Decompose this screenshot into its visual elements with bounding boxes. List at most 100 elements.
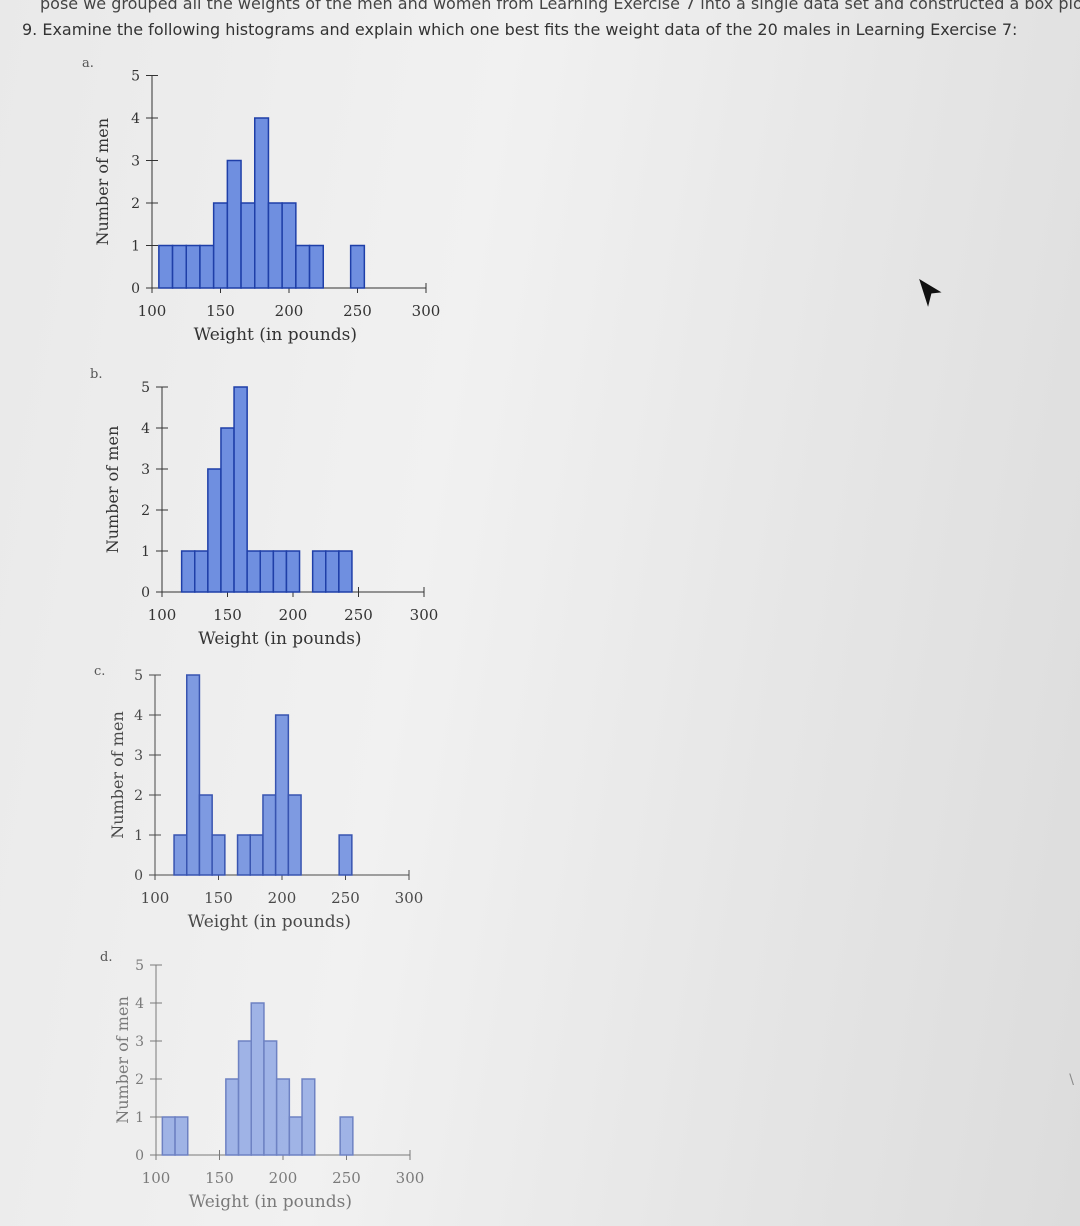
histogram-bar bbox=[198, 794, 213, 876]
histogram-bar bbox=[311, 550, 327, 593]
x-tick-label: 300 bbox=[395, 889, 424, 907]
mouse-pointer-icon bbox=[919, 278, 942, 307]
histogram-bar bbox=[199, 244, 215, 289]
x-tick-label: 150 bbox=[213, 606, 242, 624]
y-tick-label: 5 bbox=[135, 958, 144, 974]
histogram-a: 0 1 2 3 4 5 100 150 200 250 300 Weight (in pounds) N… bbox=[93, 69, 441, 346]
x-tick-label: 100 bbox=[138, 302, 167, 320]
y-tick-label: 5 bbox=[134, 668, 143, 684]
y-tick-label: 4 bbox=[134, 708, 143, 724]
histogram-bar bbox=[295, 244, 311, 289]
histogram-bar bbox=[263, 1040, 278, 1156]
histogram-bar bbox=[339, 1116, 354, 1156]
x-tick-label: 300 bbox=[412, 302, 441, 320]
histogram-bar bbox=[171, 244, 188, 289]
histogram-bar bbox=[237, 1040, 253, 1156]
y-tick-label: 3 bbox=[134, 748, 143, 764]
histogram-bar bbox=[338, 834, 353, 876]
x-tick-label: 200 bbox=[279, 606, 308, 624]
x-tick-label: 300 bbox=[396, 1169, 425, 1187]
histogram-bar bbox=[246, 550, 261, 593]
histogram-bar bbox=[225, 1078, 240, 1156]
histogram-bar bbox=[240, 202, 256, 289]
histogram-bar bbox=[226, 159, 242, 289]
x-axis-title: Weight (in pounds) bbox=[194, 325, 357, 345]
x-tick-label: 200 bbox=[275, 302, 304, 320]
y-tick-label: 4 bbox=[141, 421, 150, 437]
y-axis-title: Number of men bbox=[113, 996, 132, 1124]
y-tick-label: 5 bbox=[131, 69, 140, 85]
histogram-bar bbox=[161, 1116, 176, 1156]
y-tick-label: 1 bbox=[141, 544, 150, 560]
histogram-bar bbox=[259, 550, 275, 593]
y-tick-label: 3 bbox=[135, 1034, 144, 1050]
y-tick-label: 2 bbox=[131, 196, 140, 212]
histogram-bar bbox=[254, 117, 270, 289]
x-tick-label: 200 bbox=[268, 889, 297, 907]
histogram-bar bbox=[301, 1078, 316, 1156]
histogram-bar bbox=[212, 202, 229, 289]
context-text: pose we grouped all the weights of the m… bbox=[40, 0, 1080, 13]
histogram-bar bbox=[288, 1116, 303, 1156]
y-tick-label: 2 bbox=[135, 1072, 144, 1088]
histogram-bar bbox=[250, 1002, 265, 1156]
histogram-d: 0 1 2 3 4 5 100 150 200 250 300 Weight (in pounds) N… bbox=[113, 958, 425, 1212]
y-tick-label: 0 bbox=[141, 585, 150, 601]
histogram-bar bbox=[267, 202, 283, 289]
histogram-bar bbox=[272, 550, 288, 593]
x-axis-title: Weight (in pounds) bbox=[188, 912, 351, 932]
x-axis-title: Weight (in pounds) bbox=[198, 629, 361, 649]
y-tick-label: 4 bbox=[131, 111, 140, 127]
edge-mark: \ bbox=[1069, 1072, 1074, 1088]
x-tick-label: 100 bbox=[141, 889, 170, 907]
x-tick-label: 150 bbox=[204, 889, 233, 907]
y-tick-label: 0 bbox=[135, 1148, 144, 1164]
histogram-bar bbox=[249, 834, 264, 876]
y-tick-label: 5 bbox=[141, 380, 150, 396]
histogram-bar bbox=[349, 244, 366, 289]
y-tick-label: 3 bbox=[131, 154, 140, 170]
histogram-bar bbox=[173, 834, 188, 876]
x-tick-label: 150 bbox=[205, 1169, 234, 1187]
y-tick-label: 3 bbox=[141, 462, 150, 478]
x-tick-label: 250 bbox=[331, 889, 360, 907]
y-axis-title: Number of men bbox=[108, 711, 127, 839]
histogram-bar bbox=[180, 550, 196, 593]
y-axis-title: Number of men bbox=[103, 426, 122, 554]
histogram-bar bbox=[207, 468, 222, 593]
histogram-bar bbox=[185, 244, 201, 289]
x-tick-label: 250 bbox=[344, 606, 373, 624]
histogram-bar bbox=[211, 834, 226, 876]
x-tick-label: 100 bbox=[142, 1169, 171, 1187]
y-axis-title: Number of men bbox=[93, 118, 112, 246]
x-tick-label: 250 bbox=[343, 302, 372, 320]
y-tick-label: 0 bbox=[131, 281, 140, 297]
histogram-bar bbox=[274, 714, 290, 876]
histogram-bar bbox=[174, 1116, 189, 1156]
histogram-b: 0 1 2 3 4 5 100 150 200 250 300 Weight (in pounds) N… bbox=[103, 380, 439, 649]
histogram-bar bbox=[194, 550, 209, 593]
histogram-bar bbox=[287, 794, 302, 876]
y-tick-label: 1 bbox=[135, 1110, 144, 1126]
histogram-bar bbox=[325, 550, 340, 593]
x-tick-label: 250 bbox=[332, 1169, 361, 1187]
histogram-bar bbox=[275, 1078, 291, 1156]
histogram-bar bbox=[186, 674, 201, 876]
y-tick-label: 1 bbox=[134, 828, 143, 844]
y-tick-label: 2 bbox=[141, 503, 150, 519]
histogram-bar bbox=[220, 427, 235, 593]
x-tick-label: 300 bbox=[410, 606, 439, 624]
y-tick-label: 4 bbox=[135, 996, 144, 1012]
y-tick-label: 0 bbox=[134, 868, 143, 884]
histogram-bar bbox=[233, 386, 248, 593]
histogram-c: 0 1 2 3 4 5 100 150 200 250 300 Weight (in pounds) N… bbox=[108, 668, 424, 932]
histogram-bar bbox=[262, 794, 277, 876]
x-tick-label: 200 bbox=[269, 1169, 298, 1187]
panel-label-d: d. bbox=[100, 950, 113, 965]
x-tick-label: 150 bbox=[206, 302, 235, 320]
x-tick-label: 100 bbox=[148, 606, 177, 624]
histogram-bar bbox=[338, 550, 353, 593]
panel-label-b: b. bbox=[90, 367, 103, 382]
y-tick-label: 1 bbox=[131, 239, 140, 255]
question-text: 9. Examine the following histograms and … bbox=[22, 20, 1018, 39]
